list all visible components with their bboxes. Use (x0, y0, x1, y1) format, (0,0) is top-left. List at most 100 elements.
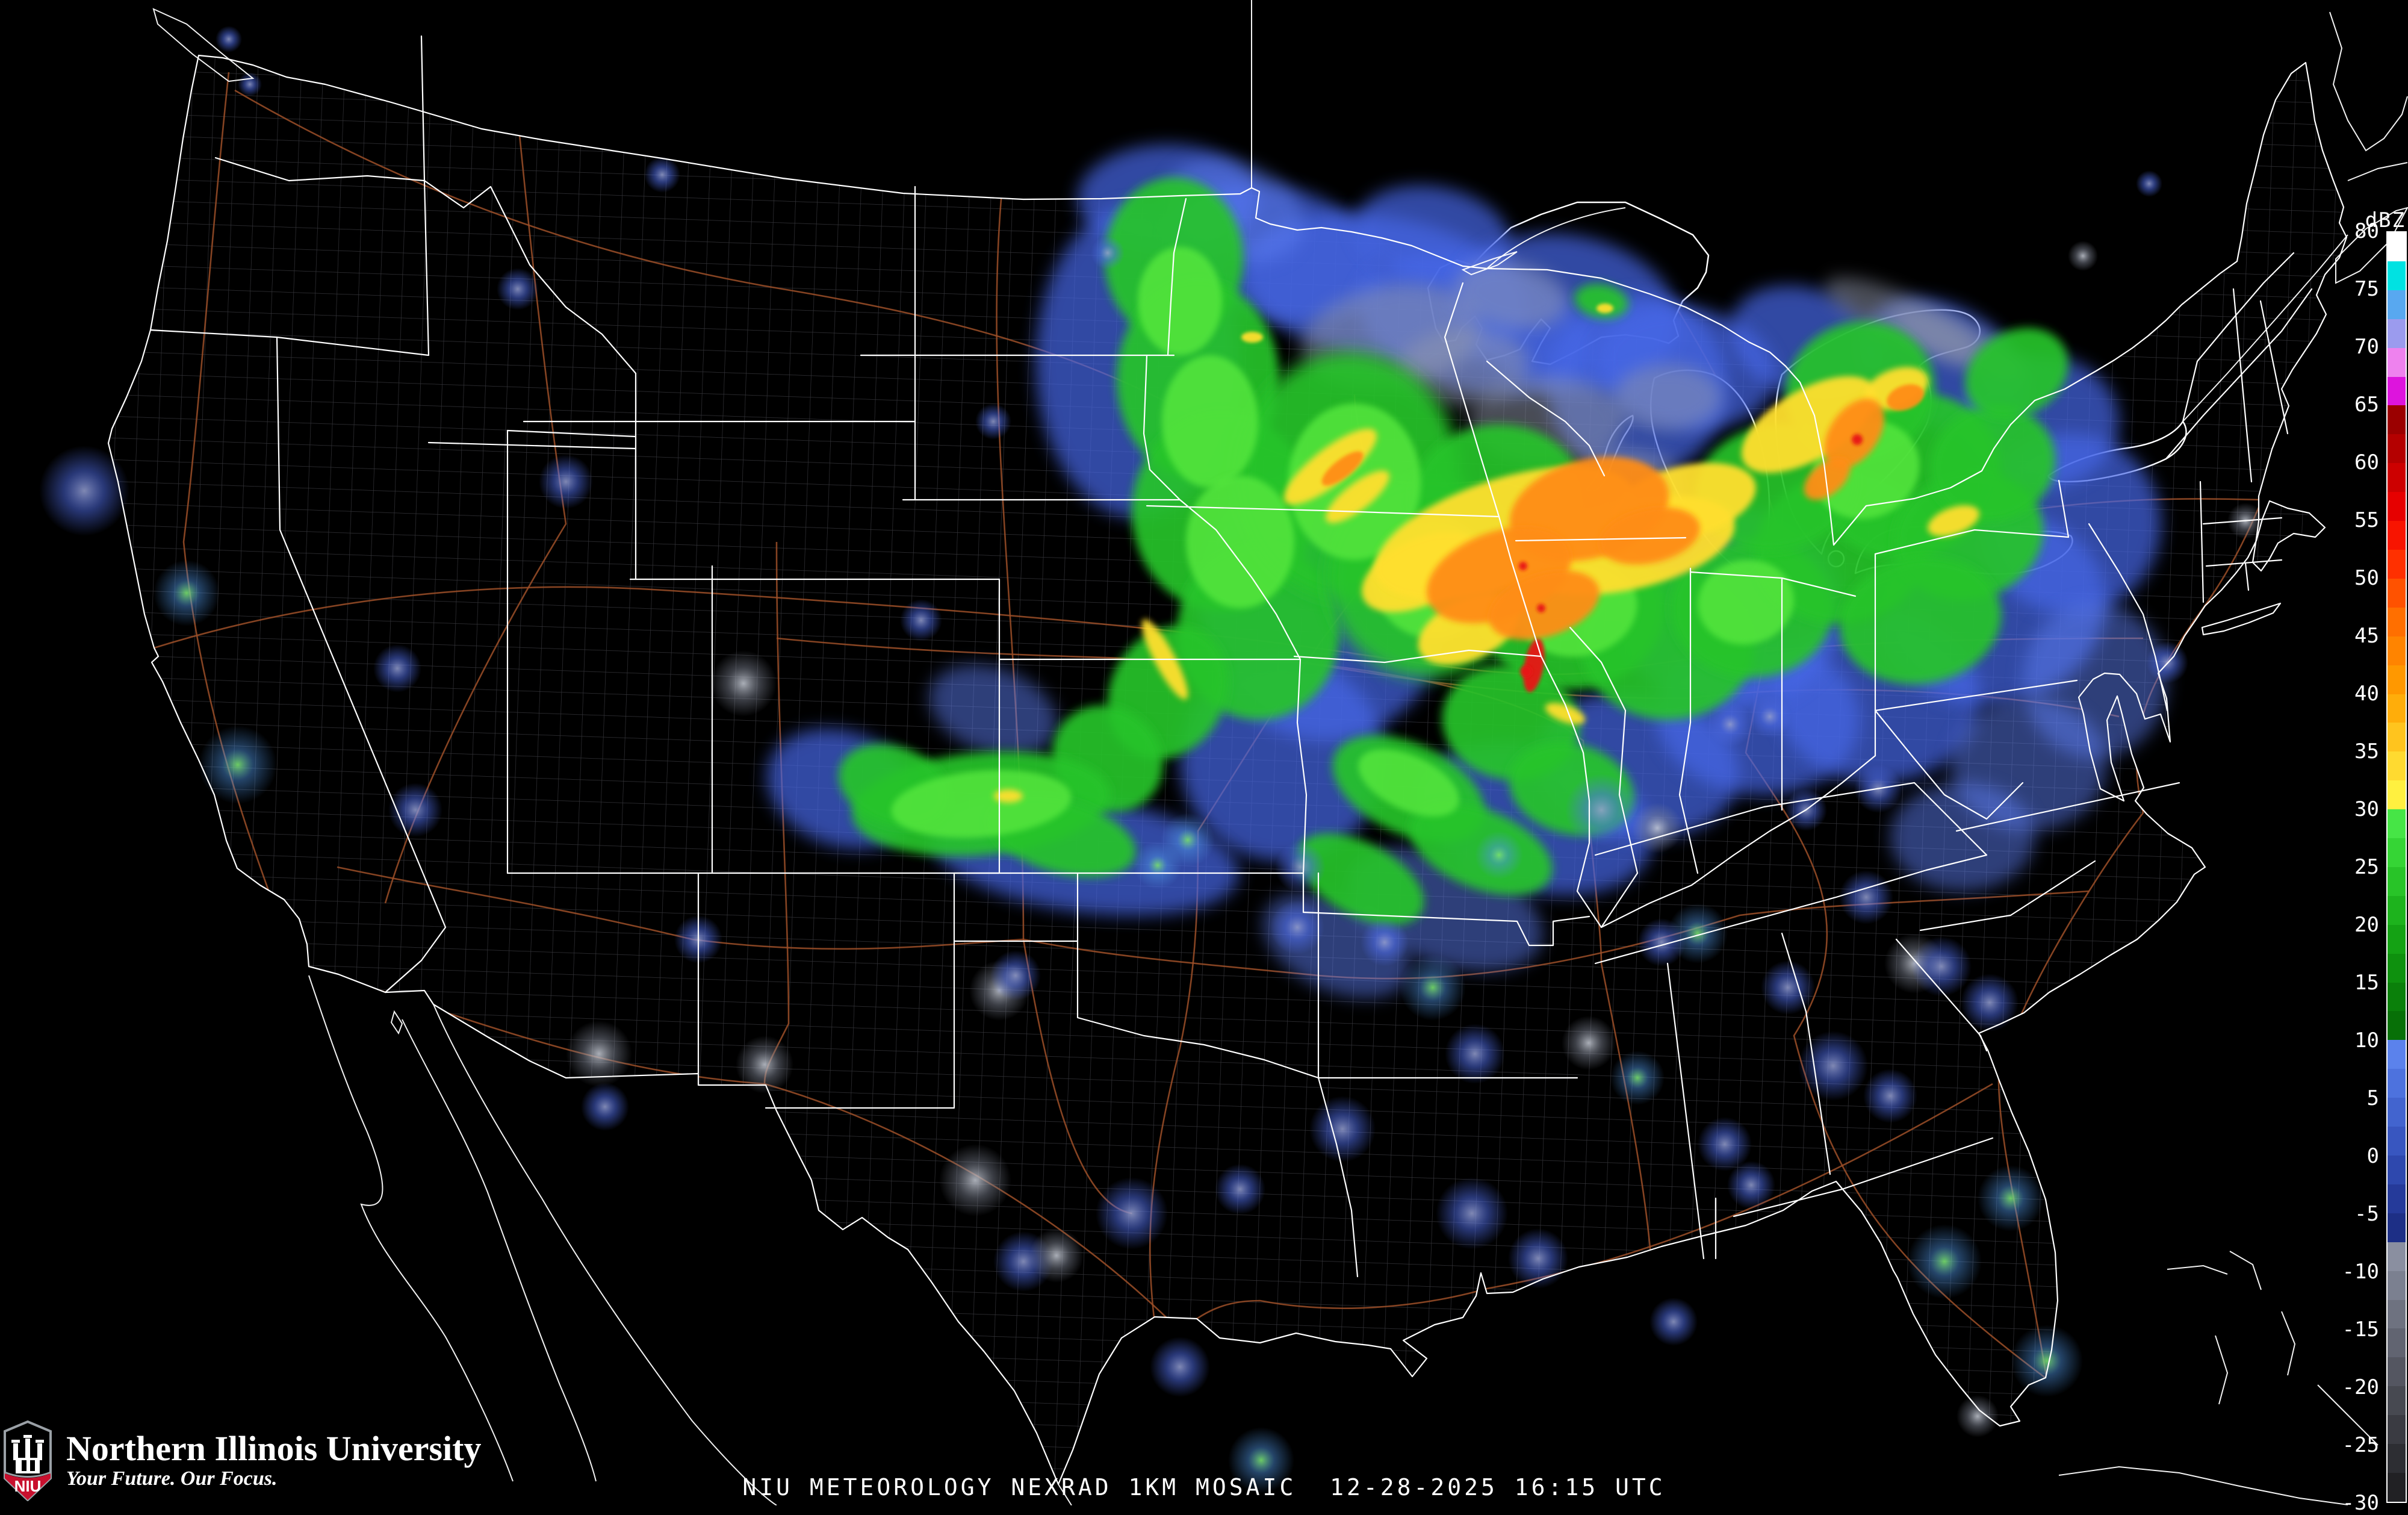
colorbar-segment (2388, 953, 2406, 983)
clutter-blob (39, 446, 129, 536)
radar-echo (1397, 328, 1529, 407)
radar-echo (1520, 665, 1532, 677)
canada-lakehead (1486, 207, 1626, 269)
colorbar-segment (2388, 607, 2406, 636)
clutter-blob (1565, 774, 1637, 846)
radar-echo (1804, 457, 1851, 500)
clutter-blob (1096, 1177, 1168, 1249)
clutter-blob (154, 560, 220, 626)
clutter-blob (710, 650, 777, 717)
colorbar-segment (2388, 1415, 2406, 1445)
colorbar-tick: 70 (2354, 335, 2379, 359)
colorbar: dBZ 80 75 70 65 60 55 50 45 40 35 30 25 20 15 10 5 0 -5 -1… (2323, 208, 2407, 1513)
clutter-blob (1228, 1427, 1294, 1493)
colorbar-segment (2388, 232, 2406, 261)
colorbar-segment (2388, 1127, 2406, 1156)
colorbar-tick: 65 (2354, 393, 2379, 417)
clutter-blob (1150, 1337, 1210, 1397)
colorbar-segment (2388, 1444, 2406, 1473)
bahamas-eleuthera (2281, 1311, 2296, 1376)
colorbar-tick: -25 (2342, 1433, 2379, 1457)
colorbar-segment (2388, 290, 2406, 319)
colorbar-segment (2388, 809, 2406, 839)
colorbar-tick: 25 (2354, 855, 2379, 879)
clutter-blob (1091, 236, 1125, 270)
radar-echoes (766, 145, 2167, 998)
clutter-blob (1632, 803, 1683, 853)
colorbar-segment (2388, 838, 2406, 867)
colorbar-segment (2388, 1156, 2406, 1184)
clutter-blob (644, 157, 680, 193)
rio-grande-mexico (1058, 1484, 1072, 1505)
colorbar-segment (2388, 347, 2406, 377)
clutter-blob (975, 403, 1011, 440)
colorbar-tick: -5 (2354, 1202, 2379, 1226)
colorbar-tick: 20 (2354, 913, 2379, 937)
radar-echo (1537, 604, 1545, 612)
radar-echo (1355, 185, 1510, 284)
colorbar-segment (2388, 694, 2406, 723)
colorbar-tick: 55 (2354, 508, 2379, 532)
clutter-blob (1029, 1228, 1084, 1283)
radar-echo (1297, 833, 1424, 925)
radar-echo (1852, 434, 1863, 445)
clutter-blob (199, 726, 277, 804)
colorbar-tick: 15 (2354, 971, 2379, 995)
clutter-blob (1134, 841, 1182, 889)
colorbar-segment (2388, 1040, 2406, 1069)
radar-echo (1928, 505, 1979, 537)
clutter-blob (1270, 900, 1324, 954)
clutter-blob (216, 26, 242, 52)
radar-echo (929, 665, 1058, 756)
colorbar-segment (2388, 1271, 2406, 1300)
radar-echo (1489, 570, 1600, 640)
bahamas-andros (2215, 1335, 2229, 1405)
institution-name: Northern Illinois University (66, 1429, 482, 1468)
colorbar-segment (2388, 463, 2406, 493)
colorbar-segment (2388, 1184, 2406, 1213)
colorbar-tick: 75 (2354, 277, 2379, 301)
radar-echo (1454, 261, 1568, 329)
colorbar-segment (2388, 1386, 2406, 1416)
clutter-blob (1309, 1096, 1376, 1162)
radar-echo (1326, 470, 1389, 523)
radar-echo (994, 789, 1023, 803)
sonora-coast (433, 1004, 777, 1505)
colorbar-segment (2388, 1472, 2406, 1502)
colorbar-tick: 0 (2366, 1144, 2379, 1168)
radar-echo (1698, 559, 1794, 645)
clutter-blob (1698, 1117, 1752, 1171)
colorbar-segment (2388, 866, 2406, 896)
clutter-blob (497, 268, 539, 310)
radar-echo (1545, 703, 1586, 724)
clutter-blob (1275, 842, 1326, 892)
nova-scotia (2335, 207, 2408, 284)
castle-icon (11, 1435, 44, 1473)
colorbar-segment (2388, 636, 2406, 665)
radar-echo (1162, 355, 1258, 488)
colorbar-segment (2388, 319, 2406, 348)
radar-echo (1283, 428, 1377, 505)
clutter-blob (1215, 1164, 1265, 1215)
vancouver-island (152, 8, 255, 82)
colorbar-segment (2388, 1299, 2406, 1329)
colorbar-segment (2388, 1357, 2406, 1387)
clutter-blob (1798, 1031, 1868, 1101)
bahamas-grand (2167, 1265, 2228, 1275)
foreign-coastlines (152, 0, 2408, 1505)
colorbar-segment (2388, 521, 2406, 550)
gulf-st-lawrence (2347, 162, 2408, 181)
niu-logo: NIU Northern Illinois University Your Fu… (4, 1419, 482, 1503)
radar-echo (1288, 403, 1421, 560)
colorbar-scale (2386, 231, 2407, 1503)
clutter-blob (1400, 954, 1466, 1021)
clutter-blob (2011, 1325, 2083, 1397)
clutter-blob (1911, 936, 1972, 997)
coast-and-state-borders (107, 35, 2348, 1485)
clutter-blob (1961, 974, 2019, 1031)
colorbar-tick: 5 (2366, 1086, 2379, 1110)
clutter-blob (939, 1144, 1011, 1216)
baja-east-coast (402, 1019, 597, 1482)
colorbar-tick: 80 (2354, 219, 2379, 243)
clutter-blob (1839, 870, 1893, 924)
